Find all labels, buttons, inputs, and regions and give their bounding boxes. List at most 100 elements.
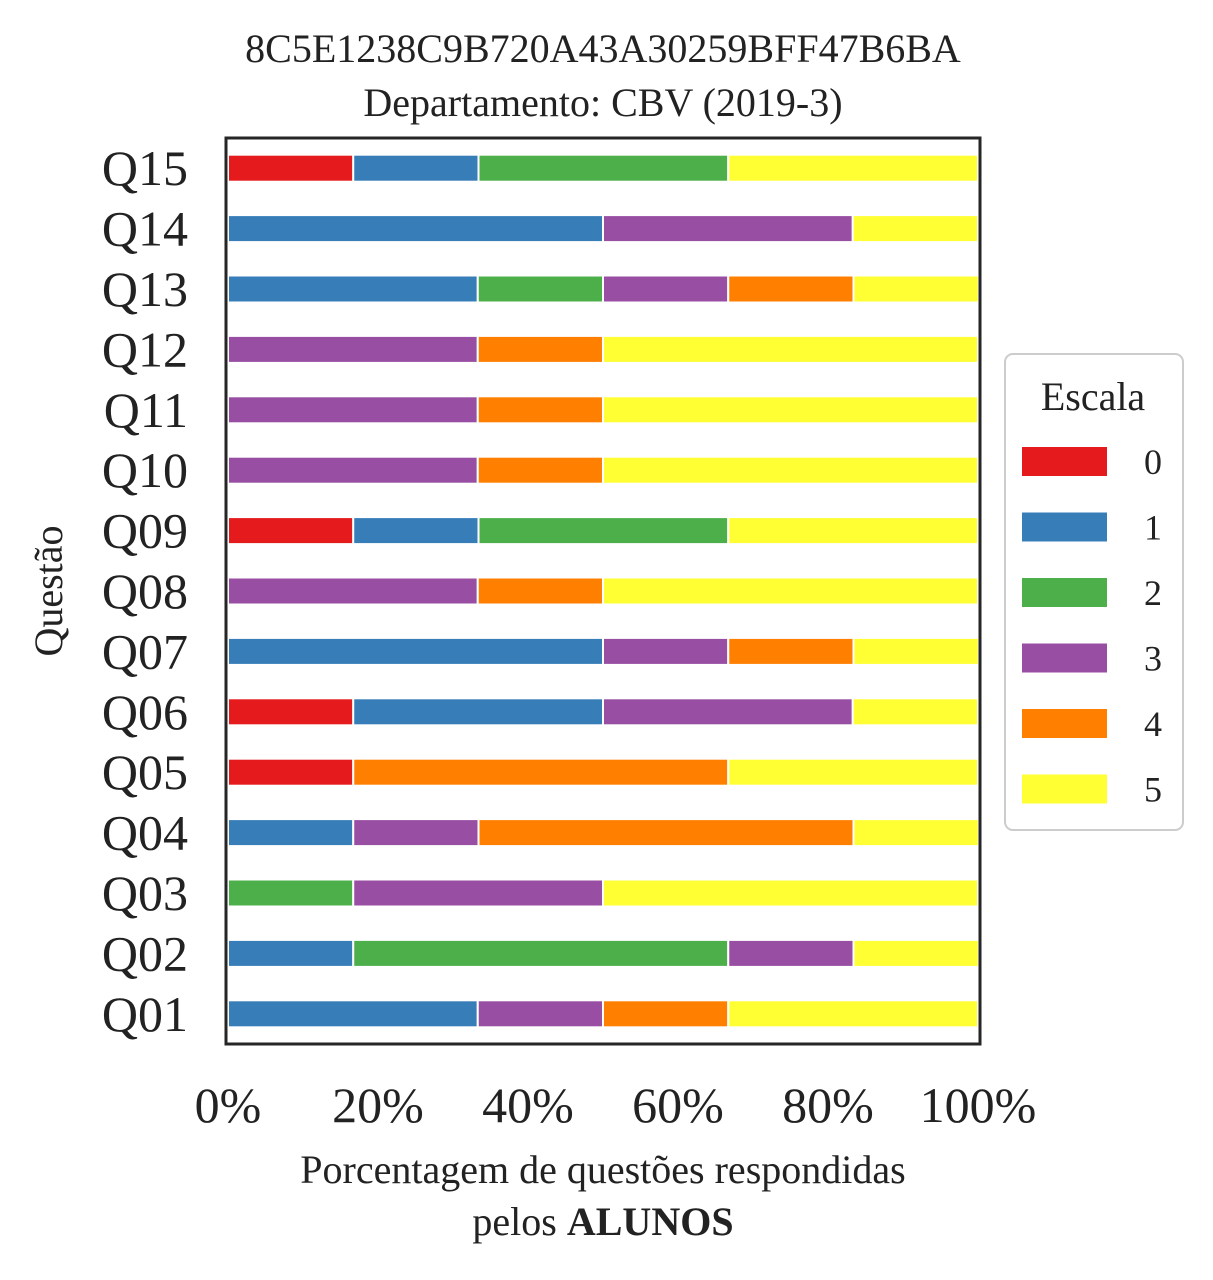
bar-q10-scale-3 [227,455,479,485]
y-tick-label: Q02 [102,925,188,981]
legend-swatch-0 [1022,447,1107,476]
bar-q14-scale-3 [602,214,854,244]
legend-label-5: 5 [1144,770,1162,810]
x-axis-label-bold: ALUNOS [567,1199,734,1244]
y-tick-label: Q01 [102,986,188,1042]
x-tick-label: 20% [332,1077,424,1133]
legend-label-1: 1 [1144,508,1162,548]
chart-subtitle: Departamento: CBV (2019-3) [363,80,842,125]
y-tick-label: Q04 [102,805,188,861]
legend-title: Escala [1041,374,1146,419]
bar-q13-scale-3 [602,274,730,304]
legend-swatch-3 [1022,643,1107,673]
bar-q02-scale-5 [852,938,980,968]
bar-q02-scale-2 [352,938,730,968]
bar-q07-scale-4 [727,636,855,666]
y-tick-label: Q07 [102,623,188,679]
legend-swatch-2 [1022,578,1107,607]
bar-q09-scale-1 [352,516,480,546]
bar-q09-scale-2 [477,516,730,546]
y-tick-label: Q08 [102,563,188,619]
x-tick-label: 0% [195,1077,262,1133]
legend-swatch-1 [1022,512,1107,542]
x-tick-label: 60% [632,1077,724,1133]
legend-swatch-5 [1022,774,1107,804]
bar-q10-scale-4 [476,455,604,485]
y-tick-label: Q06 [102,684,188,740]
y-tick-label: Q10 [102,442,188,498]
x-tick-label: 40% [482,1077,574,1133]
bar-q06-scale-5 [851,697,979,727]
bar-q09-scale-0 [227,516,355,546]
bar-q13-scale-4 [727,274,855,304]
bar-q15-scale-2 [477,153,730,183]
bar-q01-scale-3 [476,999,604,1029]
bar-q07-scale-3 [602,636,730,666]
y-tick-label: Q05 [102,744,188,800]
bar-q14-scale-1 [227,214,604,244]
legend-label-2: 2 [1144,573,1162,613]
y-tick-label: Q12 [102,321,188,377]
bar-q01-scale-1 [227,999,479,1029]
bar-q15-scale-0 [227,153,355,183]
bar-q13-scale-5 [852,274,980,304]
bar-q06-scale-1 [352,697,604,727]
bar-q08-scale-4 [476,576,604,606]
bar-q13-scale-1 [227,274,479,304]
legend-label-4: 4 [1144,704,1162,744]
bar-q03-scale-2 [227,878,355,908]
bar-q05-scale-5 [727,757,979,787]
bar-q14-scale-5 [851,214,979,244]
x-tick-label: 80% [782,1077,874,1133]
bar-q05-scale-4 [352,757,730,787]
bar-q03-scale-3 [352,878,604,908]
x-tick-labels: 0% 20% 40% 60% 80% 100% [195,1077,1037,1133]
bar-q12-scale-3 [227,334,479,364]
legend-items: 0 1 2 3 4 5 [1022,442,1162,810]
bar-q11-scale-5 [602,395,979,425]
bar-q13-scale-2 [476,274,604,304]
bar-q05-scale-0 [227,757,355,787]
bar-q07-scale-5 [852,636,980,666]
y-tick-label: Q11 [104,382,188,438]
x-axis-label-line2: pelos ALUNOS [472,1199,733,1244]
y-axis-label: Questão [26,525,71,656]
bar-q02-scale-3 [727,938,855,968]
y-tick-labels: Q01Q02Q03Q04Q05Q06Q07Q08Q09Q10Q11Q12Q13Q… [102,140,188,1042]
x-tick-label: 100% [920,1077,1037,1133]
bar-q09-scale-5 [727,516,979,546]
y-tick-label: Q03 [102,865,188,921]
bar-q04-scale-1 [227,818,355,848]
bar-q03-scale-5 [602,878,979,908]
bar-q08-scale-3 [227,576,479,606]
y-tick-label: Q15 [102,140,188,196]
plot-frame [224,136,982,1046]
bar-q12-scale-4 [476,334,604,364]
bar-q12-scale-5 [602,334,979,364]
y-tick-label: Q09 [102,503,188,559]
y-tick-label: Q14 [102,201,188,257]
bars-layer [227,153,980,1029]
bar-q11-scale-4 [476,395,604,425]
legend-label-3: 3 [1144,639,1162,679]
x-axis-label-line1: Porcentagem de questões respondidas [300,1147,905,1192]
bar-q10-scale-5 [602,455,979,485]
bar-q01-scale-5 [727,999,979,1029]
legend-swatch-4 [1022,709,1107,738]
bar-q15-scale-1 [352,153,480,183]
chart-title: 8C5E1238C9B720A43A30259BFF47B6BA [245,26,961,71]
bar-q06-scale-0 [227,697,355,727]
legend: Escala 0 1 2 3 4 5 [1004,353,1184,831]
bar-q02-scale-1 [227,938,355,968]
bar-q11-scale-3 [227,395,479,425]
bar-q04-scale-5 [852,818,980,848]
bar-q08-scale-5 [602,576,979,606]
legend-label-0: 0 [1144,442,1162,482]
bar-q04-scale-4 [477,818,855,848]
y-tick-label: Q13 [102,261,188,317]
bar-q04-scale-3 [352,818,480,848]
bar-q07-scale-1 [227,636,604,666]
x-axis-label-prefix: pelos [472,1199,566,1244]
